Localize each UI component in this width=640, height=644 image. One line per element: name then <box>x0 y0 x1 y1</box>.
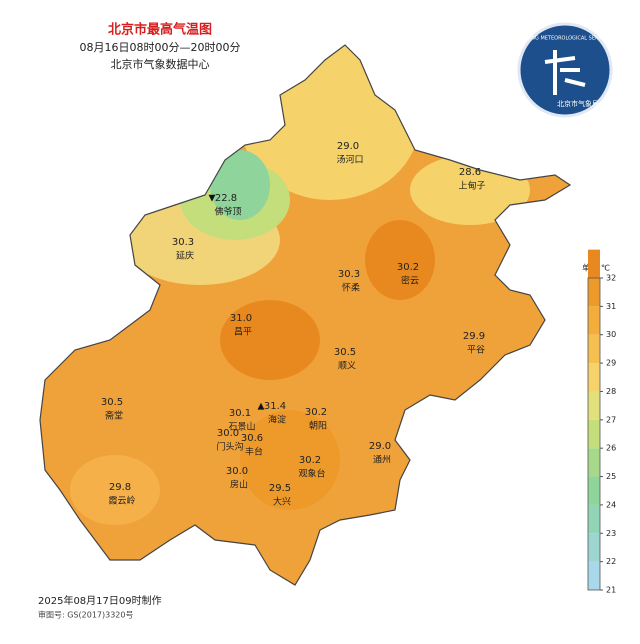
period: 08月16日08时00分—20时00分 <box>80 41 241 54</box>
approval: 审图号: GS(2017)3320号 <box>38 610 133 620</box>
legend-tick-label: 31 <box>606 302 616 311</box>
station-name: 上甸子 <box>458 180 485 192</box>
station-value: 31.0 <box>230 313 252 324</box>
legend-tick-label: 24 <box>606 500 616 509</box>
station-name: 延庆 <box>176 250 194 262</box>
legend-swatch <box>588 249 600 278</box>
legend-tick-label: 28 <box>606 387 616 396</box>
station-name: 平谷 <box>467 345 485 356</box>
logo-glyph <box>544 50 586 95</box>
legend-swatch <box>588 504 600 534</box>
legend-frame <box>587 277 601 591</box>
legend-swatch <box>588 334 600 364</box>
station-value: 29.5 <box>269 483 291 494</box>
station-value: 29.8 <box>109 482 131 493</box>
station-value: 30.1 <box>229 408 251 419</box>
station-value: 30.3 <box>338 269 360 280</box>
station-value: 30.2 <box>397 262 419 273</box>
legend-tick-label: 21 <box>606 586 616 595</box>
legend-tick-label: 29 <box>606 359 616 368</box>
legend-swatch <box>588 561 600 590</box>
station-value: 30.0 <box>226 466 248 477</box>
station-name: 通州 <box>373 455 391 466</box>
station-value: 30.6 <box>241 433 263 444</box>
made-time: 2025年08月17日09时制作 <box>38 594 162 607</box>
station-value: 29.9 <box>463 331 485 342</box>
station-name: 霞云岭 <box>108 495 135 507</box>
legend-tick-label: 30 <box>606 330 616 339</box>
station-name: 昌平 <box>234 327 252 338</box>
station-name: 朝阳 <box>309 421 327 432</box>
station-name: 丰台 <box>245 446 263 458</box>
logo-chinese: 北京市气象局 <box>557 99 599 108</box>
station-name: 顺义 <box>338 361 356 372</box>
legend-swatch <box>588 306 600 335</box>
station-name: 大兴 <box>273 496 291 508</box>
extreme-mark: ▲ <box>258 402 265 412</box>
legend-swatch <box>588 476 600 505</box>
station-name: 门头沟 <box>216 441 243 453</box>
legend-swatch <box>588 448 600 477</box>
station-name: 石景山 <box>228 422 255 433</box>
station-name: 海淀 <box>268 414 286 426</box>
station-value: 30.5 <box>334 347 356 358</box>
legend-tick-label: 32 <box>606 274 616 283</box>
station-value: 30.5 <box>101 397 123 408</box>
legend-tick-label: 22 <box>606 557 616 566</box>
station-name: 汤河口 <box>336 154 363 166</box>
station-value: 29.0 <box>369 441 391 452</box>
station-value: 28.6 <box>459 167 481 178</box>
legend-swatch <box>588 363 600 392</box>
station-name: 观象台 <box>298 468 325 480</box>
station-value: 30.2 <box>299 455 321 466</box>
boundary <box>39 44 572 586</box>
extreme-mark: ▼ <box>209 194 216 204</box>
station-value: 22.8 <box>215 193 237 204</box>
station-name: 斋堂 <box>105 410 123 422</box>
logo-english: BEIJING METEOROLOGICAL SERVICE <box>520 36 610 42</box>
station-value: 30.2 <box>305 407 327 418</box>
legend-tick-label: 26 <box>606 444 616 453</box>
legend-swatch <box>588 391 600 420</box>
legend-swatch <box>588 419 600 449</box>
legend-tick-label: 23 <box>606 529 616 538</box>
station-name: 怀柔 <box>342 282 360 294</box>
station-name: 房山 <box>230 479 248 491</box>
legend-swatch <box>588 533 600 562</box>
title: 北京市最高气温图 <box>108 22 212 38</box>
station-value: 30.0 <box>217 428 239 439</box>
source: 北京市气象数据中心 <box>111 57 210 71</box>
legend-tick-label: 25 <box>606 472 616 481</box>
legend-tick-label: 27 <box>606 415 616 424</box>
station-name: 密云 <box>401 275 419 287</box>
station-name: 佛爷顶 <box>214 206 241 218</box>
station-value: 31.4 <box>264 401 286 412</box>
legend-swatch <box>588 278 600 307</box>
station-value: 30.3 <box>172 237 194 248</box>
station-value: 29.0 <box>337 141 359 152</box>
